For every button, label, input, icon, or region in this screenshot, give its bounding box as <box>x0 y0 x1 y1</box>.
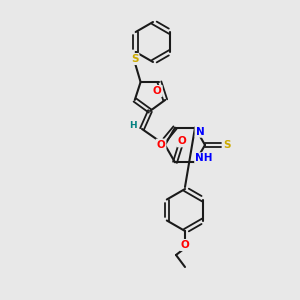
Text: NH: NH <box>195 153 213 163</box>
Text: N: N <box>196 127 204 137</box>
Text: O: O <box>157 140 165 150</box>
Text: O: O <box>153 86 162 96</box>
Text: S: S <box>131 54 138 64</box>
Text: O: O <box>181 240 189 250</box>
Text: O: O <box>178 136 186 146</box>
Text: H: H <box>129 121 137 130</box>
Text: S: S <box>223 140 231 150</box>
